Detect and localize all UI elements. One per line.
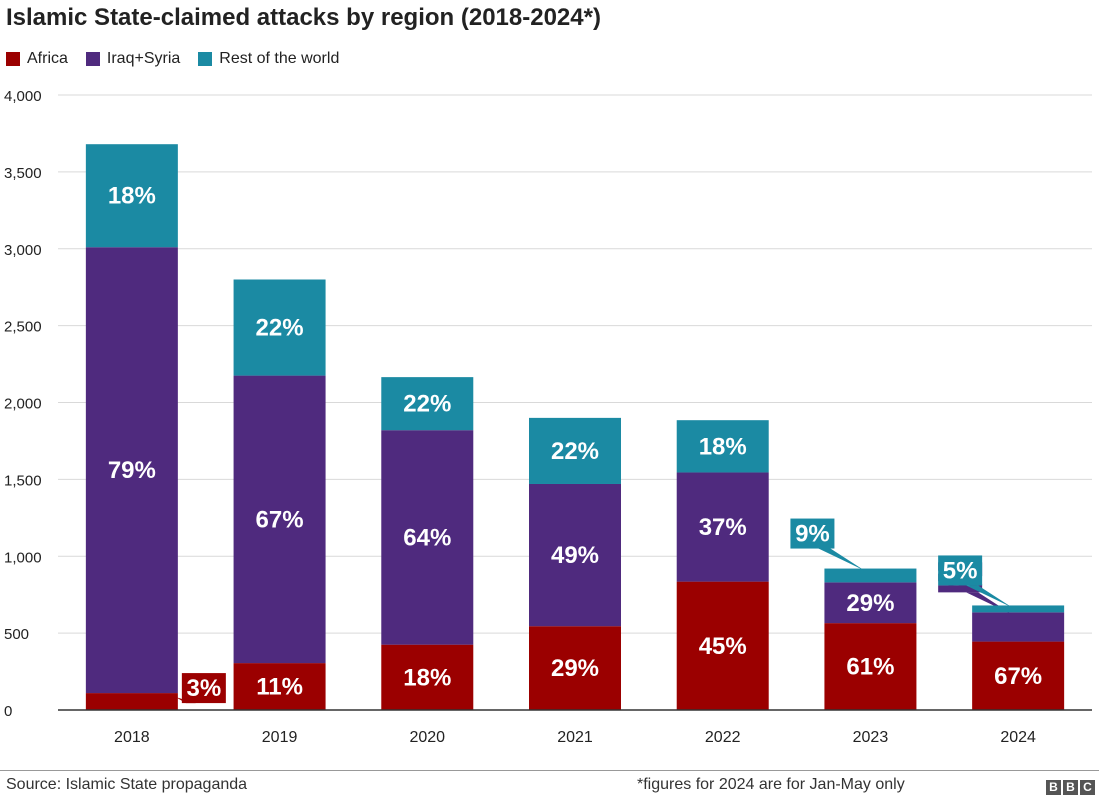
legend-item-iraq-syria: Iraq+Syria xyxy=(85,50,181,68)
x-tick-label: 2020 xyxy=(409,729,445,746)
bar-segment xyxy=(676,581,769,710)
stacked-bar-chart: 0 500 1,000 1,500 2,000 2,500 3,000 3,500 4,000 3… xyxy=(4,88,1092,746)
x-tick-label: 2022 xyxy=(705,729,741,746)
data-label: 79% xyxy=(108,457,156,484)
legend: Africa Iraq+Syria Rest of the world xyxy=(6,48,357,70)
data-label: 29% xyxy=(846,590,894,617)
y-tick-label: 2,000 xyxy=(4,396,42,413)
bar-segment xyxy=(529,626,621,710)
bar-segment xyxy=(676,472,769,582)
y-tick-label: 1,000 xyxy=(4,549,42,566)
data-label: 22% xyxy=(256,315,304,342)
bar-segment xyxy=(233,279,326,376)
bar-segment xyxy=(381,430,474,645)
legend-item-africa: Africa xyxy=(6,50,68,68)
bar-segment xyxy=(85,144,178,248)
footnote: *figures for 2024 are for Jan-May only xyxy=(637,776,905,793)
footer-divider xyxy=(0,770,1099,771)
data-label: 9% xyxy=(795,521,830,548)
legend-label-rest-of-world: Rest of the world xyxy=(219,50,340,67)
bar-segment xyxy=(824,582,917,624)
bbc-logo: B B C xyxy=(1046,780,1095,795)
x-tick-label: 2019 xyxy=(262,729,298,746)
data-label: 18% xyxy=(699,433,747,460)
bar-segment xyxy=(824,568,917,583)
data-label: 64% xyxy=(403,524,451,551)
legend-label-africa: Africa xyxy=(27,50,68,67)
data-label: 11% xyxy=(256,674,303,701)
bar-segment xyxy=(529,417,621,484)
y-tick-label: 0 xyxy=(4,703,12,720)
data-label: 45% xyxy=(699,633,747,660)
data-label: 18% xyxy=(403,664,451,691)
bar-segment xyxy=(824,623,917,710)
bar-segment xyxy=(233,663,326,710)
bar-segment xyxy=(381,377,474,431)
legend-swatch-rest-of-world xyxy=(198,52,213,66)
callout-pointer xyxy=(966,585,1013,608)
data-label: 18% xyxy=(108,183,156,210)
y-tick-label: 4,000 xyxy=(4,88,42,105)
callout-box xyxy=(790,518,835,549)
data-label: 22% xyxy=(403,391,451,418)
callout-box xyxy=(181,673,226,704)
data-label: 61% xyxy=(846,654,894,681)
legend-item-rest-of-world: Rest of the world xyxy=(198,50,339,68)
data-label: 3% xyxy=(187,675,222,702)
bar-segment xyxy=(972,612,1065,642)
x-tick-label: 2024 xyxy=(1000,729,1036,746)
legend-swatch-iraq-syria xyxy=(85,52,100,66)
data-label: 37% xyxy=(699,514,747,541)
bar-segment xyxy=(381,644,474,710)
legend-swatch-africa xyxy=(6,52,20,66)
bbc-logo-letter: B xyxy=(1063,780,1078,795)
bar-segment xyxy=(972,641,1065,710)
bar-segment xyxy=(676,420,769,473)
callout-pointer xyxy=(175,697,196,704)
bbc-logo-letter: B xyxy=(1046,780,1061,795)
bar-segment xyxy=(972,605,1065,613)
bar-segment xyxy=(529,483,621,627)
x-tick-label: 2023 xyxy=(853,729,889,746)
y-tick-label: 500 xyxy=(4,626,29,643)
data-label: 49% xyxy=(551,542,599,569)
bar-segment xyxy=(85,247,178,694)
y-tick-label: 2,500 xyxy=(4,319,42,336)
source-note: Source: Islamic State propaganda xyxy=(6,776,248,793)
bar-segment xyxy=(85,693,178,710)
bar-segment xyxy=(233,375,326,664)
data-label: 67% xyxy=(256,506,304,533)
chart-title: Islamic State-claimed attacks by region … xyxy=(6,4,601,31)
data-label: 67% xyxy=(994,663,1042,690)
callout-box xyxy=(938,555,983,586)
x-tick-label: 2021 xyxy=(557,729,593,746)
y-tick-label: 3,000 xyxy=(4,242,42,259)
callout-pointer xyxy=(818,548,865,571)
y-tick-label: 3,500 xyxy=(4,165,42,182)
bbc-logo-letter: C xyxy=(1080,780,1095,795)
legend-label-iraq-syria: Iraq+Syria xyxy=(106,50,181,67)
data-label: 29% xyxy=(551,655,599,682)
data-label: 22% xyxy=(551,438,599,465)
x-tick-label: 2018 xyxy=(114,729,150,746)
data-label: 5% xyxy=(943,557,978,584)
y-tick-label: 1,500 xyxy=(4,472,42,489)
